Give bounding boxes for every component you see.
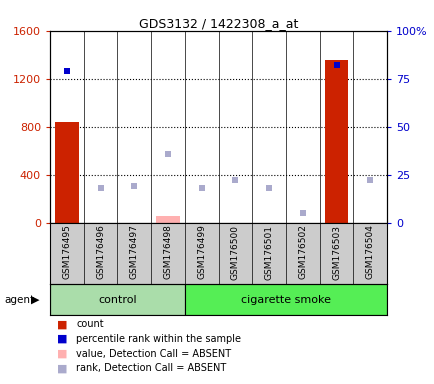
Text: ■: ■ [56,319,67,329]
Text: percentile rank within the sample: percentile rank within the sample [76,334,240,344]
Text: cigarette smoke: cigarette smoke [240,295,330,305]
Text: rank, Detection Call = ABSENT: rank, Detection Call = ABSENT [76,363,226,373]
Text: agent: agent [4,295,34,305]
Text: count: count [76,319,104,329]
Text: ■: ■ [56,334,67,344]
Bar [324,60,348,223]
Text: ■: ■ [56,349,67,359]
Text: control: control [98,295,136,305]
Text: GSM176501: GSM176501 [264,225,273,280]
Text: ▶: ▶ [31,295,40,305]
Bar [184,284,386,315]
Text: GSM176497: GSM176497 [129,225,138,280]
Bar [50,284,184,315]
Text: GSM176498: GSM176498 [163,225,172,280]
Bar [55,122,79,223]
Text: GSM176495: GSM176495 [62,225,71,280]
Text: value, Detection Call = ABSENT: value, Detection Call = ABSENT [76,349,231,359]
Title: GDS3132 / 1422308_a_at: GDS3132 / 1422308_a_at [138,17,298,30]
Text: GSM176503: GSM176503 [331,225,340,280]
Text: GSM176502: GSM176502 [298,225,307,280]
Text: GSM176500: GSM176500 [230,225,240,280]
Text: ■: ■ [56,363,67,373]
Text: GSM176504: GSM176504 [365,225,374,280]
Text: GSM176496: GSM176496 [96,225,105,280]
Bar [156,215,179,223]
Text: GSM176499: GSM176499 [197,225,206,280]
